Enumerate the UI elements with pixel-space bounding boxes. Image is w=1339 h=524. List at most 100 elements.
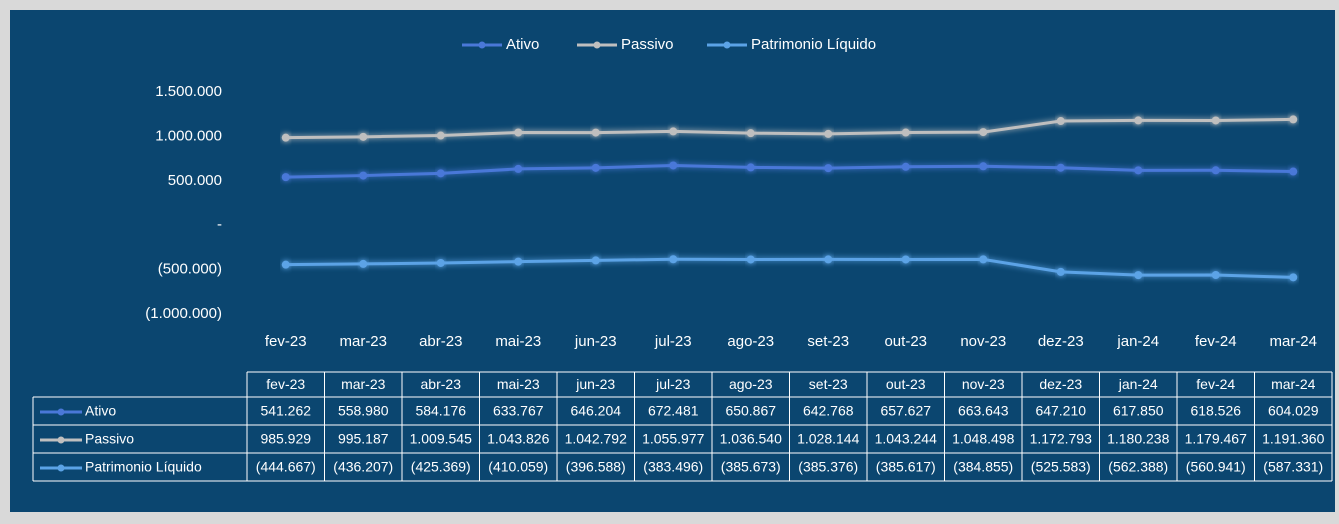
table-cell: 985.929 bbox=[260, 431, 311, 447]
table-cell: 672.481 bbox=[648, 403, 699, 419]
table-header: dez-23 bbox=[1039, 376, 1082, 392]
table-row-label: Ativo bbox=[85, 403, 116, 419]
table-cell: 541.262 bbox=[260, 403, 311, 419]
series-line bbox=[285, 163, 1294, 179]
table-cell: 1.180.238 bbox=[1107, 431, 1169, 447]
table-header: jan-24 bbox=[1118, 376, 1158, 392]
table-legend-marker bbox=[57, 436, 65, 444]
data-point bbox=[436, 169, 445, 178]
table-header: abr-23 bbox=[421, 376, 462, 392]
table-cell: 1.191.360 bbox=[1262, 431, 1324, 447]
table-header: jul-23 bbox=[655, 376, 690, 392]
table-cell: 650.867 bbox=[725, 403, 776, 419]
table-cell: 1.043.826 bbox=[487, 431, 549, 447]
table-cell: 558.980 bbox=[338, 403, 389, 419]
table-legend-marker bbox=[57, 408, 65, 416]
table-header: ago-23 bbox=[729, 376, 773, 392]
data-point bbox=[901, 162, 910, 171]
table-header: nov-23 bbox=[962, 376, 1005, 392]
data-point bbox=[901, 255, 910, 264]
table-legend-marker bbox=[57, 464, 65, 472]
data-point bbox=[1056, 163, 1065, 172]
table-cell: 642.768 bbox=[803, 403, 854, 419]
x-tick-label: abr-23 bbox=[419, 333, 462, 350]
table-row-label: Passivo bbox=[85, 431, 134, 447]
table-cell: 633.767 bbox=[493, 403, 544, 419]
data-point bbox=[1056, 267, 1065, 276]
data-point bbox=[1134, 166, 1143, 175]
data-point bbox=[746, 255, 755, 264]
table-cell: 584.176 bbox=[415, 403, 466, 419]
table-cell: 1.179.467 bbox=[1185, 431, 1247, 447]
data-point bbox=[514, 128, 523, 137]
table-cell: 647.210 bbox=[1035, 403, 1086, 419]
table-cell: (384.855) bbox=[953, 459, 1013, 475]
table-cell: (562.388) bbox=[1108, 459, 1168, 475]
table-cell: 618.526 bbox=[1190, 403, 1241, 419]
data-point bbox=[591, 256, 600, 265]
data-point bbox=[514, 257, 523, 266]
table-cell: 1.172.793 bbox=[1030, 431, 1092, 447]
table-cell: 604.029 bbox=[1268, 403, 1319, 419]
x-tick-label: fev-23 bbox=[265, 333, 307, 350]
table-row-label: Patrimonio Líquido bbox=[85, 459, 202, 475]
data-point bbox=[436, 258, 445, 267]
data-point bbox=[824, 129, 833, 138]
data-point bbox=[1134, 116, 1143, 125]
data-point bbox=[669, 255, 678, 264]
x-tick-label: mar-24 bbox=[1269, 333, 1317, 350]
table-cell: 1.048.498 bbox=[952, 431, 1014, 447]
data-point bbox=[436, 131, 445, 140]
x-tick-label: fev-24 bbox=[1195, 333, 1237, 350]
table-header: jun-23 bbox=[575, 376, 615, 392]
legend-marker bbox=[593, 41, 601, 49]
table-cell: (587.331) bbox=[1263, 459, 1323, 475]
data-point bbox=[1211, 271, 1220, 280]
table-cell: 617.850 bbox=[1113, 403, 1164, 419]
x-tick-label: set-23 bbox=[807, 333, 849, 350]
table-cell: (410.059) bbox=[488, 459, 548, 475]
x-tick-label: jun-23 bbox=[574, 333, 617, 350]
data-point bbox=[979, 128, 988, 137]
data-point bbox=[746, 129, 755, 138]
data-point bbox=[359, 132, 368, 141]
legend-label: Ativo bbox=[506, 36, 539, 53]
data-point bbox=[514, 164, 523, 173]
y-tick-label: 1.500.000 bbox=[155, 83, 222, 100]
data-point bbox=[591, 163, 600, 172]
legend-label: Passivo bbox=[621, 36, 674, 53]
data-point bbox=[1211, 116, 1220, 125]
series-line bbox=[285, 117, 1294, 140]
x-tick-label: nov-23 bbox=[960, 333, 1006, 350]
data-point bbox=[281, 260, 290, 269]
table-header: fev-23 bbox=[266, 376, 305, 392]
data-point bbox=[359, 259, 368, 268]
table-cell: 1.055.977 bbox=[642, 431, 704, 447]
table-header: fev-24 bbox=[1196, 376, 1235, 392]
data-point bbox=[1056, 117, 1065, 126]
x-tick-label: mai-23 bbox=[495, 333, 541, 350]
data-point bbox=[359, 171, 368, 180]
legend-marker bbox=[723, 41, 731, 49]
data-point bbox=[979, 255, 988, 264]
series-line bbox=[285, 257, 1294, 279]
data-point bbox=[824, 255, 833, 264]
table-header: mai-23 bbox=[497, 376, 540, 392]
data-point bbox=[1134, 271, 1143, 280]
y-tick-label: (500.000) bbox=[158, 261, 222, 278]
table-cell: 1.042.792 bbox=[565, 431, 627, 447]
data-point bbox=[281, 133, 290, 142]
table-cell: (396.588) bbox=[566, 459, 626, 475]
x-tick-label: mar-23 bbox=[339, 333, 387, 350]
data-point bbox=[669, 161, 678, 170]
table-cell: (383.496) bbox=[643, 459, 703, 475]
data-point bbox=[901, 128, 910, 137]
table-cell: (385.376) bbox=[798, 459, 858, 475]
data-point bbox=[746, 163, 755, 172]
y-tick-label: (1.000.000) bbox=[145, 305, 222, 322]
y-tick-label: 500.000 bbox=[168, 172, 222, 189]
table-cell: (436.207) bbox=[333, 459, 393, 475]
table-header: mar-23 bbox=[341, 376, 386, 392]
data-point bbox=[591, 128, 600, 137]
